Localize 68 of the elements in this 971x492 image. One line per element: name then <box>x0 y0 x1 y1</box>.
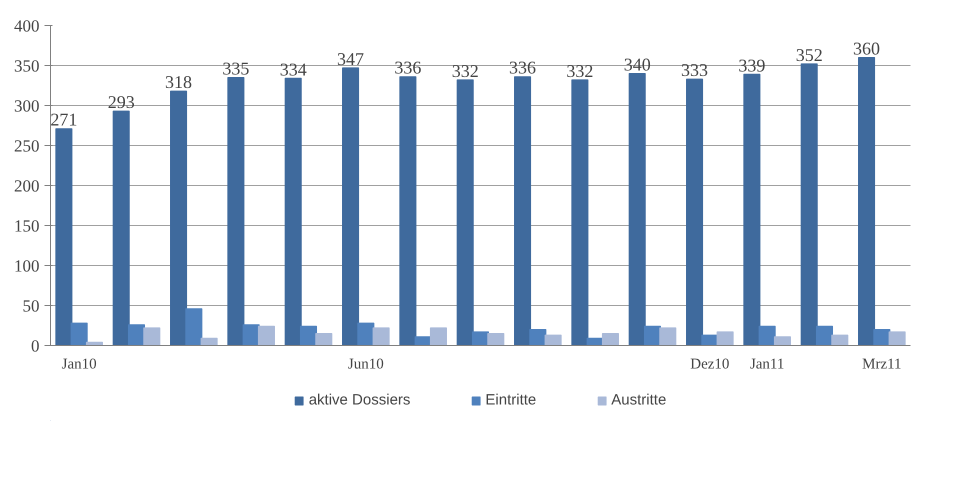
y-tick-label: 300 <box>14 96 40 116</box>
legend-label: Eintritte <box>485 392 536 408</box>
data-label: 333 <box>681 60 708 80</box>
bar <box>686 78 704 346</box>
x-tick-label: Jun10 <box>348 356 384 372</box>
bar <box>342 67 360 346</box>
bar <box>200 338 218 346</box>
bar <box>816 326 834 346</box>
bar <box>758 326 776 346</box>
data-label: 360 <box>853 38 880 58</box>
bar <box>858 57 876 346</box>
bar <box>800 63 818 346</box>
y-tick-label: 200 <box>14 176 40 196</box>
bar <box>888 331 906 346</box>
bar <box>112 110 130 346</box>
y-tick-label: 350 <box>14 56 40 76</box>
bar <box>487 333 504 346</box>
bar <box>456 79 474 346</box>
bar <box>399 76 416 346</box>
legend-label: aktive Dossiers <box>308 392 410 408</box>
bar <box>659 327 676 346</box>
data-label: 336 <box>394 58 422 78</box>
data-label: 335 <box>222 58 250 78</box>
data-label: 336 <box>509 58 536 78</box>
data-label: 339 <box>738 55 766 76</box>
bar <box>430 327 447 346</box>
data-label: 332 <box>452 60 479 81</box>
bar <box>315 333 332 346</box>
data-label: 334 <box>280 59 307 80</box>
x-tick-label: Jan10 <box>62 356 97 372</box>
bar <box>242 324 260 346</box>
data-label: 293 <box>108 92 135 112</box>
y-tick-label: 50 <box>22 296 40 316</box>
y-tick-label: 100 <box>14 256 40 276</box>
legend-label: Austritte <box>611 392 666 408</box>
bar <box>544 334 562 346</box>
data-label: 347 <box>337 48 364 69</box>
bar <box>628 73 646 346</box>
bar <box>185 308 202 346</box>
bar <box>170 90 188 346</box>
data-label: 352 <box>796 44 823 65</box>
bar <box>571 79 588 346</box>
bar <box>55 128 72 346</box>
y-tick-label: 150 <box>14 216 40 236</box>
bar <box>128 324 146 346</box>
bar <box>743 74 760 346</box>
bar <box>300 326 318 346</box>
bar <box>372 327 390 346</box>
data-label: 318 <box>165 72 192 92</box>
y-tick-label: 250 <box>14 136 40 156</box>
bar <box>602 333 619 346</box>
x-tick-label: Jan11 <box>750 356 784 372</box>
bar <box>258 326 275 346</box>
data-label: 332 <box>566 60 594 81</box>
bar <box>284 78 302 346</box>
x-tick-label: Mrz11 <box>862 356 902 372</box>
bar <box>774 336 791 346</box>
data-label: 340 <box>624 54 651 74</box>
bar <box>70 322 88 346</box>
bar <box>716 331 734 346</box>
x-tick-label: Dez10 <box>690 356 730 372</box>
bar <box>831 334 848 346</box>
bar <box>227 77 244 346</box>
y-tick-label: 0 <box>31 336 40 356</box>
y-tick-label: 400 <box>14 16 40 36</box>
data-label: 271 <box>50 110 78 130</box>
bar <box>514 76 532 346</box>
bar <box>143 327 160 346</box>
